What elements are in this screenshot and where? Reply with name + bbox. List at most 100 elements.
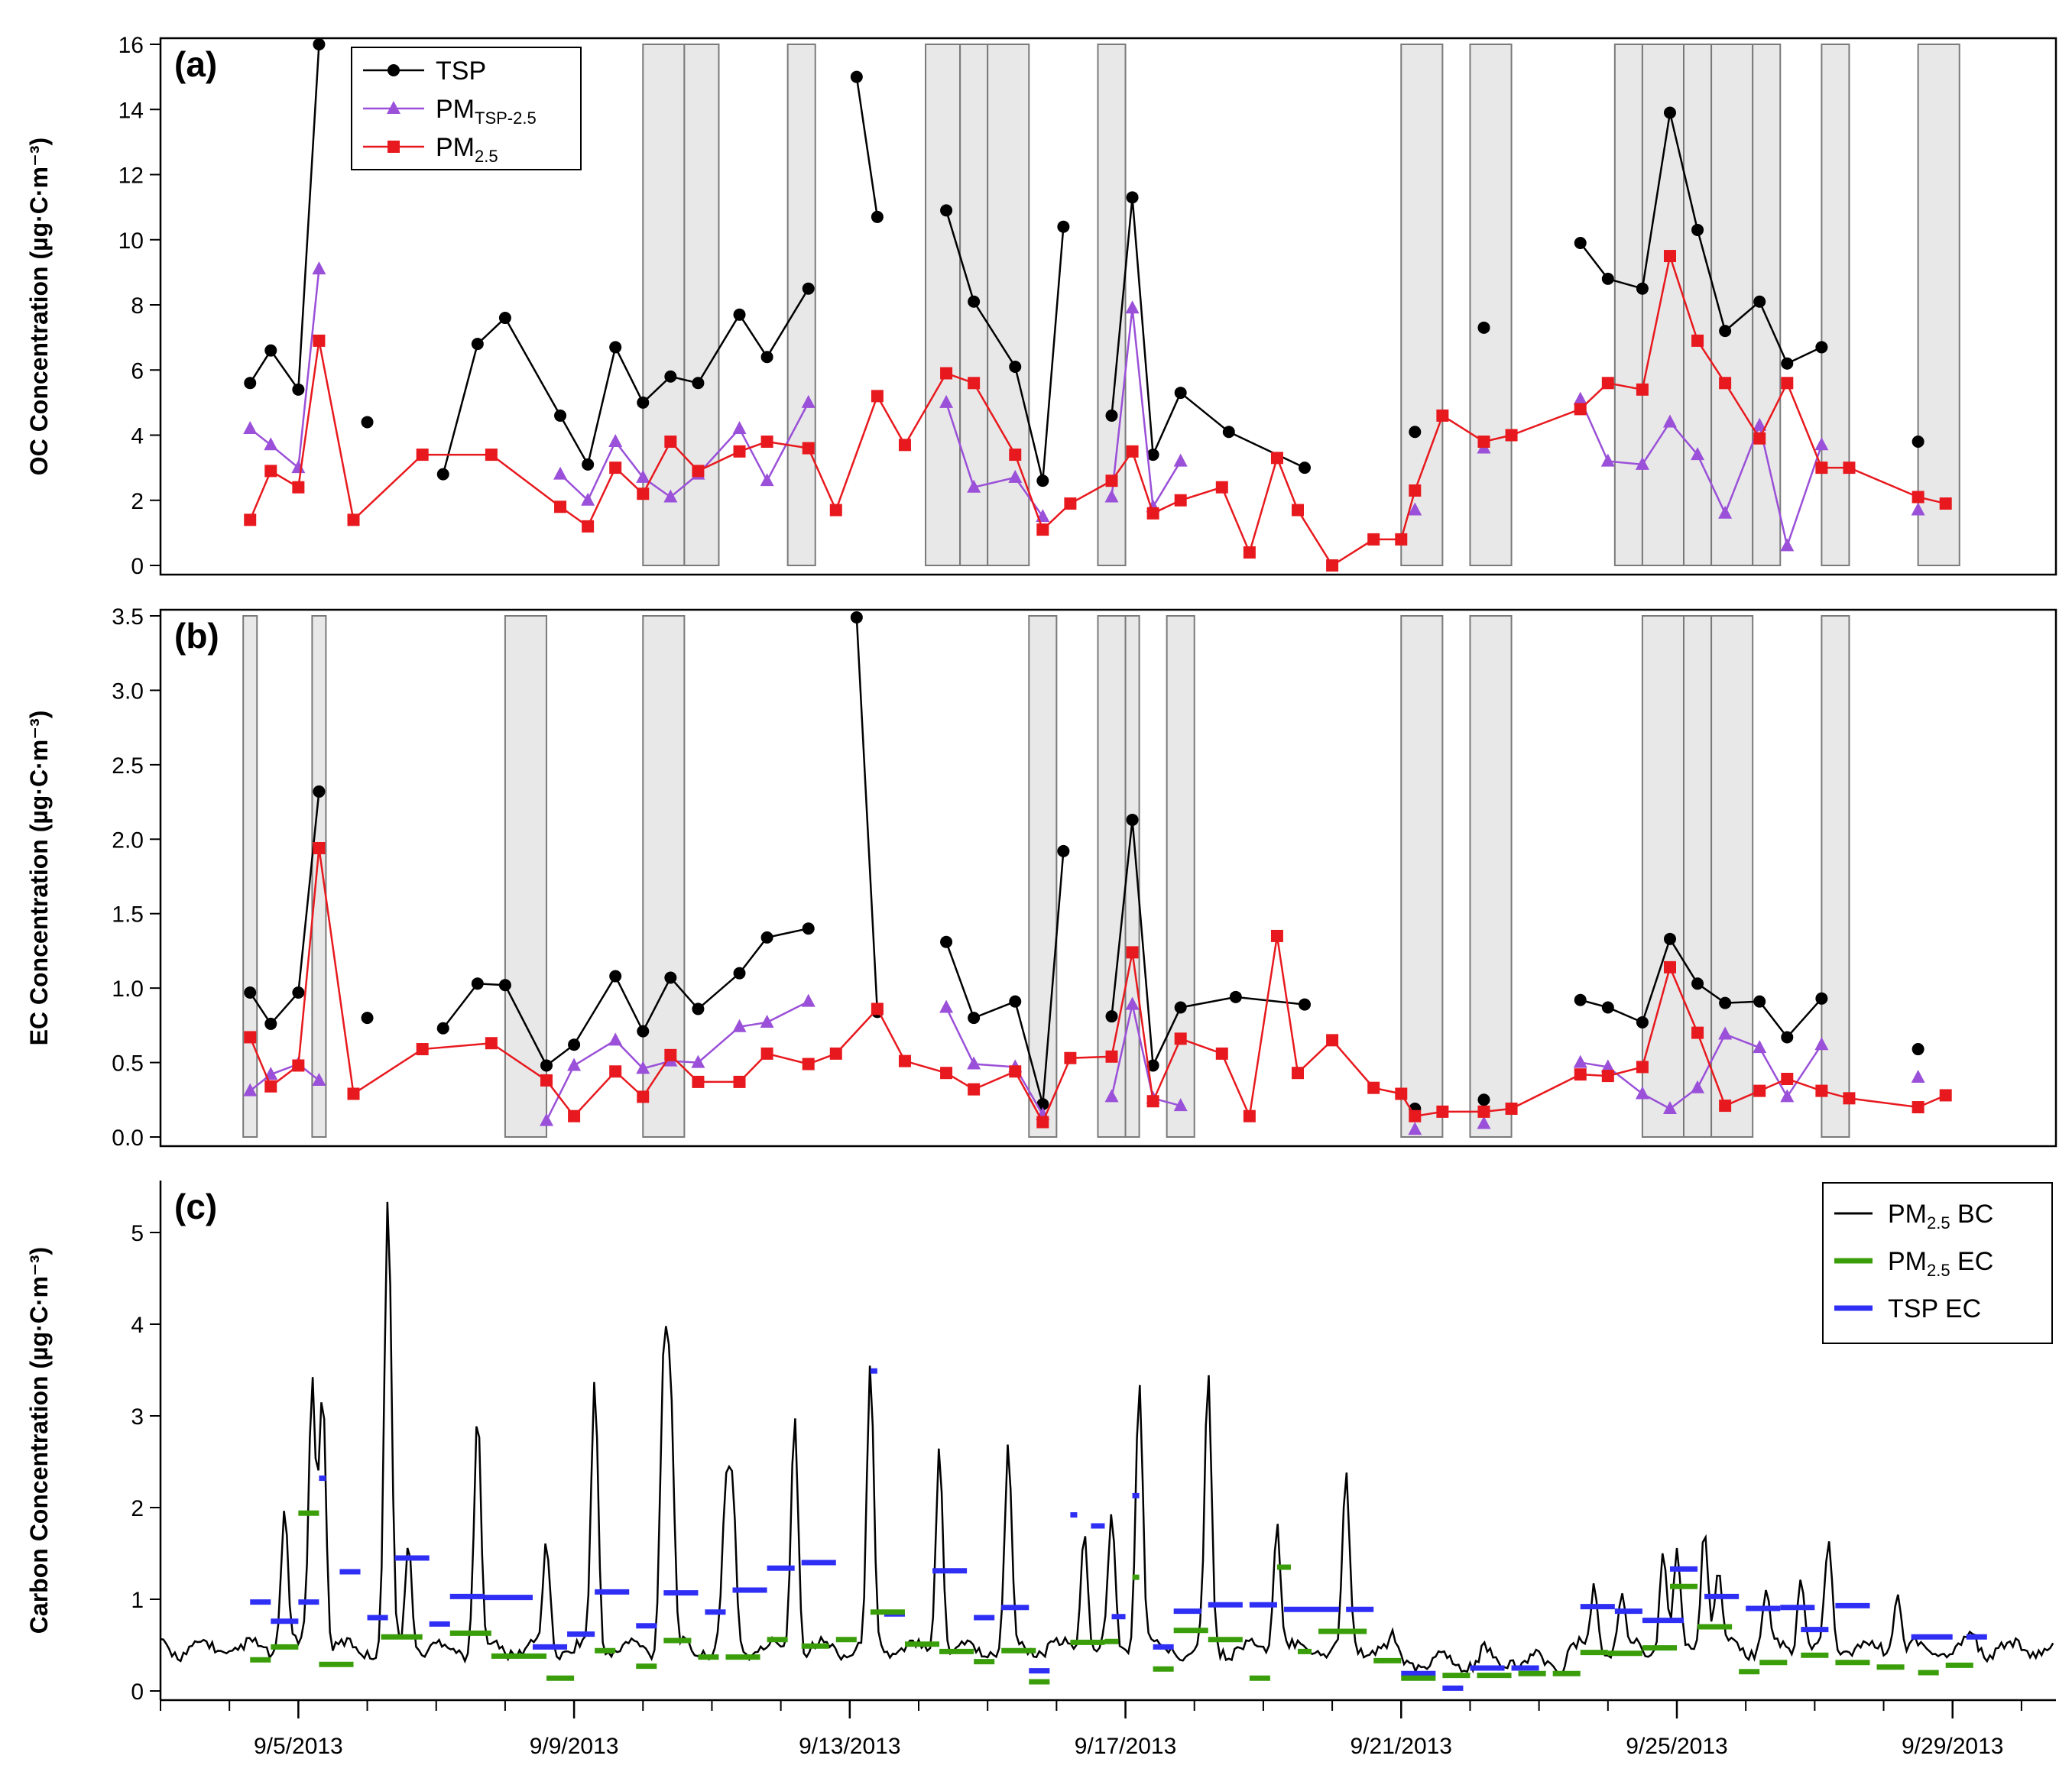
a-tsp-point [871, 210, 884, 223]
a-pm-tsp-2-5-point [264, 437, 278, 451]
a-ytick-label: 16 [118, 33, 144, 58]
a-pm2-5-point [1939, 497, 1952, 510]
b-pm2-5-point [313, 841, 326, 854]
b-plot-frame [159, 608, 2057, 1148]
b-tsp-point [1299, 998, 1312, 1011]
b-tsp-point [940, 935, 953, 948]
a-pm-tsp-2-5-point [967, 479, 981, 493]
c-ytick-label: 3 [131, 1404, 144, 1430]
b-pm-tsp-2-5-point [1477, 1116, 1491, 1129]
a-pm2-5-point [1663, 250, 1676, 263]
a-pm2-5-point [637, 487, 650, 500]
b-pm-tsp-2-5-point [939, 999, 954, 1013]
b-pm-tsp-2-5-point [1635, 1086, 1649, 1100]
b-pm-tsp-2-5-point [243, 1083, 258, 1096]
a-pm2-5-point [1505, 429, 1518, 442]
a-pm2-5-point [1270, 452, 1283, 465]
b-pm2-5-point [898, 1054, 911, 1067]
a-tsp-point [802, 282, 815, 295]
b-shaded-period [1641, 615, 1685, 1138]
a-shaded-period [683, 44, 720, 566]
b-ytick-label: 1.5 [112, 902, 144, 928]
b-tsp-point [1601, 1001, 1614, 1014]
a-tsp-point [968, 295, 981, 308]
a-ytick-label: 10 [118, 228, 144, 254]
a-tsp-point [1409, 426, 1422, 439]
a-tsp-point [1477, 321, 1490, 334]
a-ytick-label: 0 [131, 554, 144, 579]
a-pm2-5-point [1292, 504, 1304, 517]
a-tsp-point [1009, 360, 1022, 373]
b-tsp-point [1126, 813, 1139, 826]
a-legend-marker-tsp [387, 64, 400, 76]
a-tsp-point [1057, 220, 1070, 233]
b-panel-label: (b) [174, 616, 219, 656]
b-tsp-point [1781, 1031, 1794, 1044]
a-pm2-5-point [968, 377, 981, 390]
a-pm2-5-point [292, 481, 305, 494]
c-xtick-label: 9/17/2013 [1075, 1734, 1176, 1759]
a-pm2-5-point [940, 367, 953, 380]
a-shaded-period [786, 44, 816, 566]
b-pm2-5-point [1601, 1070, 1614, 1083]
a-ytick-label: 8 [131, 293, 144, 319]
c-xtick-label: 9/21/2013 [1351, 1734, 1452, 1759]
a-tsp-point [1719, 325, 1732, 338]
b-tsp-point [1911, 1043, 1924, 1056]
b-pm-tsp-2-5-point [1104, 1089, 1119, 1103]
b-shaded-period [1821, 615, 1850, 1138]
a-pm2-5-point [1574, 403, 1587, 416]
b-pm2-5-point [568, 1109, 581, 1122]
a-tsp-point [1174, 387, 1187, 400]
b-pm2-5-point [1009, 1065, 1022, 1078]
a-pm-tsp-2-5-point [1104, 489, 1119, 503]
a-pm2-5-point [1601, 377, 1614, 390]
a-pm2-5-point [1781, 377, 1794, 390]
b-tsp-point [244, 986, 257, 999]
a-legend-label-pm-tsp-2-5: PMTSP-2.5 [436, 95, 537, 128]
b-pm-tsp-2-5-line [1111, 1004, 1182, 1107]
b-tsp-line [855, 617, 879, 1012]
a-pm2-5-point [1243, 546, 1256, 559]
a-pm2-5-point [1395, 533, 1408, 546]
a-pm2-5-point [733, 445, 746, 458]
b-pm2-5-point [1146, 1095, 1159, 1108]
a-pm2-5-point [1636, 383, 1649, 396]
a-pm2-5-point [1064, 497, 1077, 510]
a-pm-tsp-2-5-point [636, 469, 650, 483]
b-shaded-period [311, 615, 327, 1138]
b-pm-tsp-2-5-line [249, 1063, 320, 1092]
a-tsp-point [1299, 462, 1312, 475]
b-pm2-5-point [829, 1047, 842, 1060]
b-pm2-5-point [1270, 929, 1283, 942]
a-tsp-point [1636, 282, 1649, 295]
b-pm2-5-point [871, 1003, 884, 1015]
b-pm2-5-point [416, 1043, 429, 1056]
b-pm2-5-point [1574, 1068, 1587, 1081]
b-pm-tsp-2-5-point [1662, 1100, 1677, 1114]
c-xtick-label: 9/5/2013 [254, 1734, 343, 1759]
a-pm-tsp-2-5-point [939, 394, 954, 408]
c-ylabel: Carbon Concentration (µg·C·m⁻³) [25, 1247, 53, 1634]
a-tsp-point [637, 396, 650, 409]
b-tsp-point [361, 1012, 374, 1025]
a-tsp-point [264, 344, 277, 357]
b-ytick-label: 2.5 [112, 753, 144, 779]
a-tsp-point [1753, 295, 1766, 308]
b-tsp-point [436, 1022, 449, 1035]
a-pm-tsp-2-5-point [312, 261, 326, 275]
b-pm2-5-point [760, 1047, 773, 1060]
a-pm2-5-point [554, 500, 567, 513]
a-tsp-point [1691, 223, 1704, 236]
a-tsp-point [1126, 191, 1139, 204]
b-pm2-5-point [1292, 1067, 1304, 1080]
a-shaded-period [1613, 44, 1643, 566]
panel-a-oc-chart: 0 2 4 6 8 10 12 14 16 OC Concentration (µg·C·m⁻³)… [25, 33, 2057, 579]
a-series-tsp [244, 38, 1924, 487]
a-pm-tsp-2-5-point [243, 420, 258, 434]
a-tsp-point [1146, 449, 1159, 462]
b-ytick-label: 3.0 [112, 679, 144, 704]
a-pm2-5-point [1815, 462, 1828, 475]
a-pm2-5-point [802, 442, 815, 455]
a-pm-tsp-2-5-point [801, 394, 816, 408]
